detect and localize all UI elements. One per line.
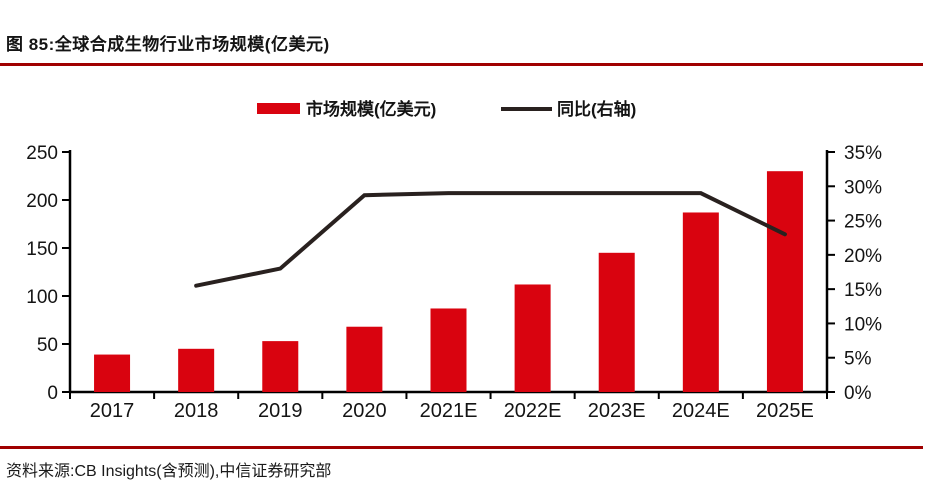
legend-line-swatch: [501, 107, 552, 111]
bar-2017: [94, 354, 131, 392]
right-axis-tick-label: 10%: [844, 314, 882, 335]
title-divider-rule: [0, 63, 923, 66]
bar-2021E: [430, 308, 467, 392]
source-note: 资料来源:CB Insights(含预测),中信证券研究部: [6, 463, 332, 480]
bar-2022E: [514, 284, 551, 392]
legend-line-label: 同比(右轴): [557, 100, 637, 119]
bar-2025E: [766, 171, 803, 392]
right-axis-tick-label: 30%: [844, 177, 882, 198]
right-axis-tick-label: 15%: [844, 280, 882, 301]
bar-2024E: [682, 212, 719, 392]
right-axis-tick-label: 25%: [844, 212, 882, 233]
x-axis-label-2024E: 2024E: [672, 400, 730, 422]
x-axis-label-2025E: 2025E: [756, 400, 814, 422]
x-axis-label-2023E: 2023E: [588, 400, 646, 422]
bar-2019: [262, 341, 299, 392]
bar-2023E: [598, 252, 635, 392]
left-axis-tick-label: 0: [47, 383, 58, 404]
x-axis-label-2018: 2018: [174, 400, 219, 422]
bar-2020: [346, 326, 383, 392]
left-axis-tick-label: 200: [26, 191, 58, 212]
x-axis-label-2019: 2019: [258, 400, 303, 422]
figure-title: 图 85:全球合成生物行业市场规模(亿美元): [6, 35, 330, 54]
left-axis-tick-label: 150: [26, 239, 58, 260]
x-axis-label-2022E: 2022E: [504, 400, 562, 422]
right-axis-tick-label: 20%: [844, 246, 882, 267]
legend-bar-label: 市场规模(亿美元): [306, 100, 437, 119]
growth-line: [194, 191, 787, 288]
right-axis-tick-label: 35%: [844, 143, 882, 164]
market-chart: 0 50 100 150 200 250 0% 5% 10% 15% 20% 25% 30% 35% 201…: [26, 143, 882, 422]
right-axis-tick-label: 5%: [844, 349, 872, 370]
right-axis-tick-label: 0%: [844, 383, 872, 404]
bar-2018: [178, 348, 215, 392]
source-divider-rule: [0, 446, 923, 449]
x-axis-label-2021E: 2021E: [420, 400, 478, 422]
legend-bar-swatch: [257, 103, 300, 114]
left-axis-tick-label: 100: [26, 287, 58, 308]
left-axis-tick-label: 50: [37, 335, 58, 356]
x-axis-label-2020: 2020: [342, 400, 387, 422]
x-axis-label-2017: 2017: [90, 400, 135, 422]
left-axis-tick-label: 250: [26, 143, 58, 164]
